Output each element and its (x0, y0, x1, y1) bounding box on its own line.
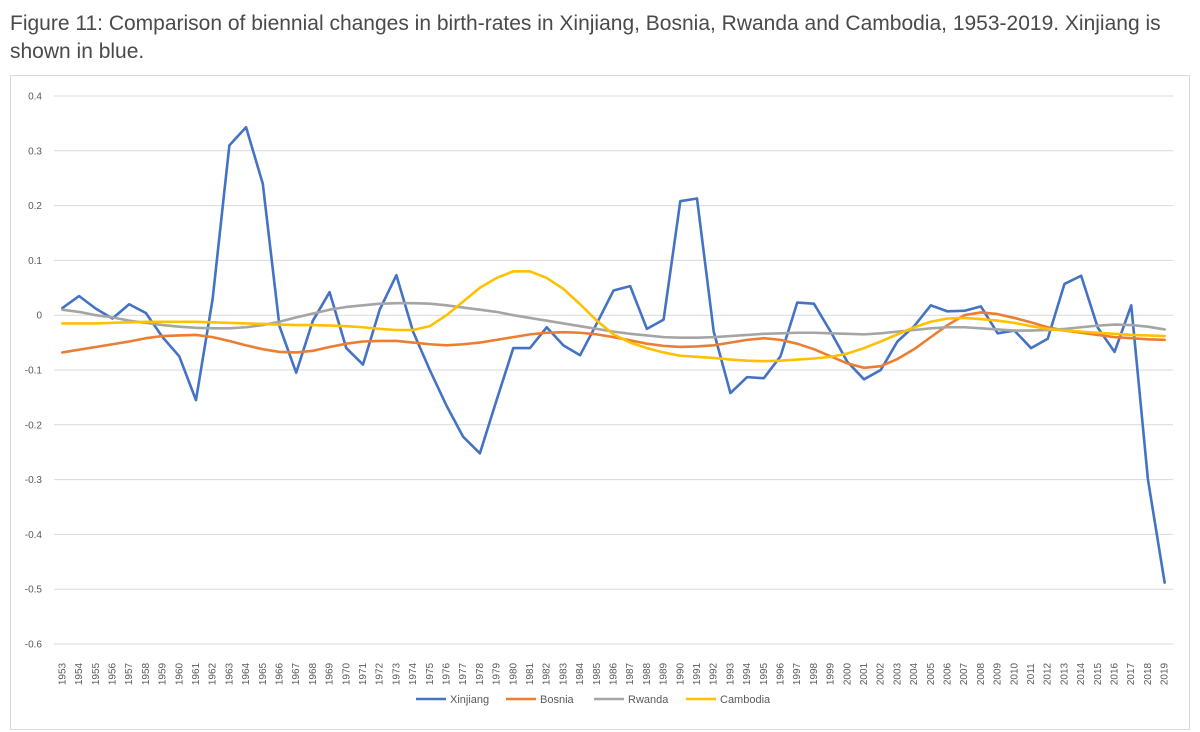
x-tick-label: 2018 (1143, 662, 1154, 685)
x-tick-label: 1965 (258, 662, 269, 685)
y-tick-label: 0 (36, 311, 42, 322)
x-tick-label: 1973 (391, 662, 402, 685)
y-tick-label: -0.4 (25, 530, 43, 541)
x-tick-label: 1976 (441, 662, 452, 685)
x-tick-label: 2005 (926, 662, 937, 685)
x-tick-label: 1988 (642, 662, 653, 685)
figure-caption: Figure 11: Comparison of biennial change… (10, 12, 1161, 63)
x-tick-label: 1985 (592, 662, 603, 685)
x-tick-label: 2016 (1110, 662, 1121, 685)
x-tick-label: 1978 (475, 662, 486, 685)
series-line-xinjiang (61, 125, 1166, 584)
x-tick-label: 1996 (776, 662, 787, 685)
x-tick-label: 2000 (842, 662, 853, 685)
x-tick-label: 2012 (1043, 662, 1054, 685)
y-tick-label: -0.5 (25, 585, 43, 596)
x-tick-label: 1987 (625, 662, 636, 685)
x-tick-label: 1991 (692, 662, 703, 685)
x-tick-label: 1982 (542, 662, 553, 685)
y-tick-label: 0.3 (28, 146, 42, 157)
x-tick-label: 2014 (1076, 662, 1087, 685)
series-line-cambodia (61, 270, 1166, 363)
series-line-bosnia (61, 311, 1166, 370)
x-tick-label: 2002 (876, 662, 887, 685)
x-tick-label: 1997 (792, 662, 803, 685)
legend-label-cambodia: Cambodia (720, 694, 771, 706)
x-tick-label: 1956 (107, 662, 118, 685)
x-tick-label: 1994 (742, 662, 753, 685)
x-tick-label: 1980 (508, 662, 519, 685)
x-tick-label: 1998 (809, 662, 820, 685)
x-tick-label: 1963 (224, 662, 235, 685)
x-tick-label: 1962 (208, 662, 219, 685)
x-tick-label: 1981 (525, 662, 536, 685)
x-tick-label: 2006 (943, 662, 954, 685)
legend-label-xinjiang: Xinjiang (450, 694, 489, 706)
x-tick-label: 1966 (274, 662, 285, 685)
chart-area: 0.4 0.3 0.2 0.1 0 -0.1 -0.2 -0.3 -0.4 -0.5 -0.6 195… (10, 75, 1190, 730)
x-tick-label: 2009 (993, 662, 1004, 685)
x-tick-label: 2011 (1026, 663, 1037, 685)
x-tick-label: 2004 (909, 662, 920, 685)
y-tick-label: -0.6 (25, 640, 43, 651)
x-tick-label: 1984 (575, 662, 586, 685)
x-tick-label: 2015 (1093, 662, 1104, 685)
x-tick-label: 1992 (709, 662, 720, 685)
x-tick-label: 1957 (124, 662, 135, 685)
x-tick-label: 1999 (826, 662, 837, 685)
x-tick-label: 1989 (659, 662, 670, 685)
y-tick-label: -0.1 (25, 366, 43, 377)
x-tick-label: 1970 (341, 662, 352, 685)
x-tick-label: 2017 (1126, 662, 1137, 685)
x-tick-label: 2019 (1160, 662, 1171, 685)
y-tick-label: -0.3 (25, 475, 43, 486)
series-line-rwanda (61, 301, 1166, 339)
x-tick-label: 2008 (976, 662, 987, 685)
x-tick-label: 1986 (609, 662, 620, 685)
y-tick-label: -0.2 (25, 420, 43, 431)
x-tick-label: 1972 (375, 662, 386, 685)
x-tick-label: 1960 (174, 662, 185, 685)
x-tick-label: 2013 (1059, 662, 1070, 685)
line-chart: 0.4 0.3 0.2 0.1 0 -0.1 -0.2 -0.3 -0.4 -0.5 -0.6 195… (25, 92, 1173, 706)
x-tick-label: 2001 (859, 662, 870, 685)
x-tick-label: 1961 (191, 662, 202, 685)
x-tick-label: 1954 (74, 662, 85, 685)
x-tick-label: 1979 (492, 662, 503, 685)
legend-label-bosnia: Bosnia (540, 694, 575, 706)
x-tick-label: 1971 (358, 662, 369, 685)
x-tick-label: 1990 (675, 662, 686, 685)
x-tick-label: 1975 (425, 662, 436, 685)
x-tick-label: 2010 (1009, 662, 1020, 685)
legend-label-rwanda: Rwanda (628, 694, 669, 706)
x-tick-label: 1964 (241, 662, 252, 685)
x-tick-label: 1967 (291, 662, 302, 685)
x-tick-label: 1974 (408, 662, 419, 685)
x-tick-label: 1983 (558, 662, 569, 685)
x-tick-label: 1953 (57, 662, 68, 685)
x-tick-label: 1977 (458, 662, 469, 685)
x-tick-label: 1968 (308, 662, 319, 685)
y-tick-label: 0.2 (28, 201, 42, 212)
x-tick-label: 1993 (725, 662, 736, 685)
x-tick-label: 1969 (325, 662, 336, 685)
x-tick-label: 2007 (959, 662, 970, 685)
x-tick-label: 2003 (892, 662, 903, 685)
x-tick-label: 1959 (158, 662, 169, 685)
x-tick-label: 1995 (759, 662, 770, 685)
x-tick-label: 1958 (141, 662, 152, 685)
y-tick-label: 0.1 (28, 256, 42, 267)
x-tick-label: 1955 (91, 662, 102, 685)
y-tick-label: 0.4 (28, 92, 42, 103)
